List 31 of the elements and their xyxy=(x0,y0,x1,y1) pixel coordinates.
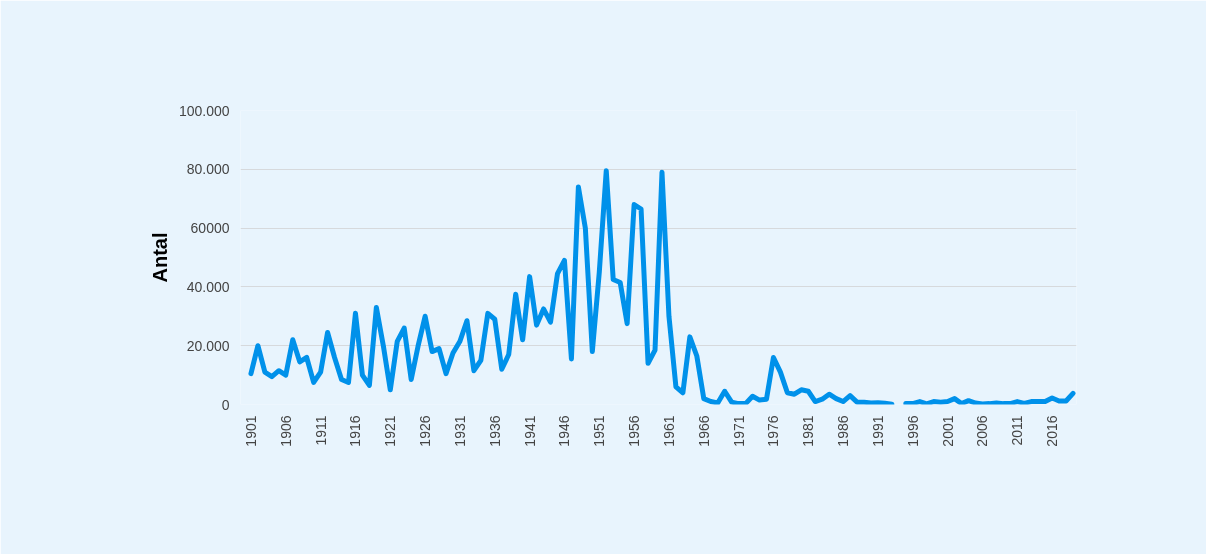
x-tick-label: 2006 xyxy=(974,415,991,447)
x-tick-label: 1976 xyxy=(765,415,782,447)
x-tick-label: 1956 xyxy=(626,415,643,447)
x-tick-label: 1941 xyxy=(521,415,538,447)
y-tick-label: 100.000 xyxy=(178,102,230,119)
x-tick-label: 1916 xyxy=(347,415,364,447)
x-tick-label: 1961 xyxy=(660,415,677,447)
x-tick-label: 1936 xyxy=(486,415,503,447)
x-tick-label: 1991 xyxy=(869,415,886,447)
x-tick-label: 1911 xyxy=(312,415,329,446)
x-tick-label: 1981 xyxy=(800,415,817,447)
y-tick-label: 0 xyxy=(221,396,230,413)
x-tick-label: 1971 xyxy=(730,415,747,447)
x-tick-label: 2001 xyxy=(939,415,956,447)
x-tick-label: 1946 xyxy=(556,415,573,447)
x-tick-label: 2016 xyxy=(1044,415,1061,447)
y-tick-label: 80.000 xyxy=(186,161,230,178)
x-tick-label: 1931 xyxy=(451,415,468,447)
x-tick-label: 1951 xyxy=(591,415,608,447)
y-tick-label: 20.000 xyxy=(186,337,230,354)
x-tick-label: 2011 xyxy=(1009,415,1026,446)
y-axis-title: Antal xyxy=(148,232,171,283)
x-tick-label: 1926 xyxy=(417,415,434,447)
x-tick-label: 1986 xyxy=(835,415,852,447)
x-tick-label: 1966 xyxy=(695,415,712,447)
x-tick-label: 1996 xyxy=(904,415,921,447)
x-tick-label: 1906 xyxy=(277,415,294,447)
x-tick-label: 1901 xyxy=(242,415,259,447)
y-tick-label: 60000 xyxy=(190,220,230,237)
x-tick-label: 1921 xyxy=(382,415,399,447)
y-tick-label: 40.000 xyxy=(186,278,230,295)
